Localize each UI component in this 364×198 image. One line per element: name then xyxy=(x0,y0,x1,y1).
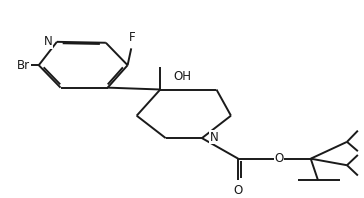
Text: F: F xyxy=(129,31,136,44)
Text: O: O xyxy=(234,184,243,197)
Text: Br: Br xyxy=(17,59,30,72)
Text: N: N xyxy=(210,131,219,144)
Text: OH: OH xyxy=(173,70,191,83)
Text: O: O xyxy=(274,152,284,165)
Text: N: N xyxy=(44,35,52,48)
